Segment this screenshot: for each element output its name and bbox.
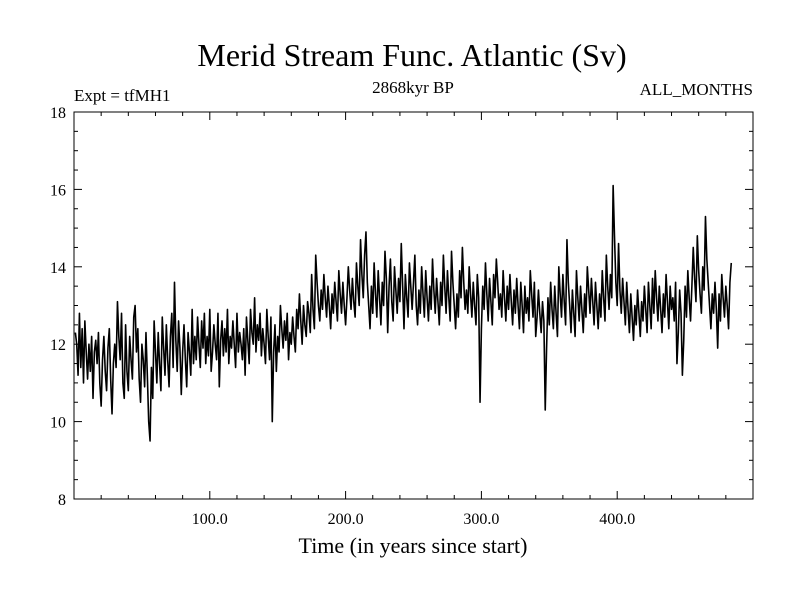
experiment-label: Expt = tfMH1 — [74, 86, 170, 105]
chart-title: Merid Stream Func. Atlantic (Sv) — [197, 37, 626, 73]
x-tick-label: 400.0 — [599, 511, 635, 528]
x-axis: 100.0 200.0 300.0 400.0 — [100, 112, 727, 528]
x-tick-label: 300.0 — [463, 511, 499, 528]
x-tick-label: 200.0 — [328, 511, 364, 528]
y-tick-label: 10 — [50, 415, 66, 432]
series-line — [74, 184, 733, 442]
y-tick-label: 16 — [50, 182, 66, 199]
y-tick-label: 8 — [58, 492, 66, 509]
x-axis-label: Time (in years since start) — [299, 533, 528, 558]
y-tick-label: 12 — [50, 337, 66, 354]
y-tick-label: 18 — [50, 105, 66, 122]
period-label: 2868kyr BP — [372, 78, 454, 97]
y-tick-label: 14 — [50, 260, 66, 277]
y-axis: 8 10 12 14 16 18 — [50, 105, 753, 509]
months-label: ALL_MONTHS — [640, 80, 753, 99]
x-tick-label: 100.0 — [192, 511, 228, 528]
